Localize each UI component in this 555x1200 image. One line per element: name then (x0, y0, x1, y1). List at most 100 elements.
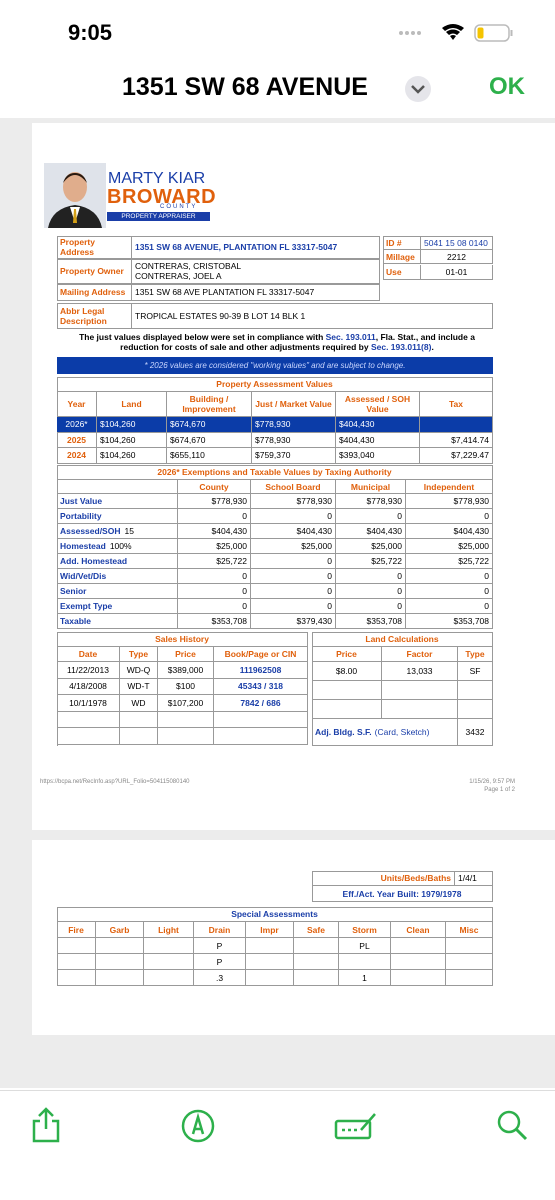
table-cell: $389,000 (158, 662, 214, 679)
table-cell: 0 (251, 509, 336, 524)
table-cell (312, 700, 382, 719)
table-cell: $104,260 (97, 432, 167, 448)
table-cell (312, 681, 382, 700)
table-cell: 0 (178, 509, 251, 524)
field-label: Millage (383, 250, 421, 264)
footer-date: 1/15/26, 9:57 PM (469, 779, 515, 785)
bottom-toolbar (0, 1090, 555, 1200)
logo-name: MARTY KIAR (108, 170, 206, 187)
field-value: CONTRERAS, CRISTOBAL CONTRERAS, JOEL A (132, 259, 380, 284)
table-frame (57, 236, 380, 259)
table-cell: 0 (336, 599, 406, 614)
field-label: Units/Beds/Baths (312, 871, 455, 886)
table-cell (391, 938, 446, 954)
field-label: Property Owner (57, 259, 132, 284)
table-cell: PL (339, 938, 391, 954)
row-label: Exempt Type (57, 599, 178, 614)
table-cell: Book/Page or CIN (214, 647, 308, 662)
table-cell: Price (158, 647, 214, 662)
row-label: Assessed/SOH 15 (57, 524, 178, 539)
row-label: Homestead 100% (57, 539, 178, 554)
table-cell (144, 970, 194, 986)
table-cell: $7,229.47 (420, 448, 493, 464)
table-cell: Type (120, 647, 158, 662)
table-cell: $25,722 (406, 554, 493, 569)
table-cell: P (194, 938, 246, 954)
share-button[interactable] (28, 1105, 64, 1145)
table-cell: $25,000 (406, 539, 493, 554)
table-frame (57, 632, 308, 746)
table-cell: 13,033 (382, 662, 458, 681)
table-cell: 0 (406, 584, 493, 599)
table-cell: County (178, 480, 251, 494)
search-button[interactable] (495, 1108, 531, 1144)
card-sketch-links[interactable]: (Card, Sketch) (374, 727, 430, 737)
table-cell (57, 938, 96, 954)
table-cell (294, 938, 339, 954)
signature-button[interactable] (333, 1108, 379, 1144)
table-cell: $778,930 (406, 494, 493, 509)
table-cell: Misc (446, 922, 493, 938)
table-cell: $778,930 (252, 417, 336, 433)
table-cell: 0 (406, 599, 493, 614)
footer-page: Page 1 of 2 (484, 787, 515, 793)
table-cell (446, 938, 493, 954)
table-cell (96, 954, 144, 970)
table-cell: 0 (178, 599, 251, 614)
table-cell: 7842 / 686 (214, 695, 308, 712)
table-cell (144, 938, 194, 954)
title-menu[interactable] (404, 75, 432, 103)
field-label: Mailing Address (57, 284, 132, 301)
table-cell: Fire (57, 922, 96, 938)
statute-link[interactable]: Sec. 193.011 (325, 332, 376, 342)
field-label: ID # (383, 236, 421, 250)
table-cell (96, 938, 144, 954)
table-cell: $353,708 (336, 614, 406, 629)
year-built: Eff./Act. Year Built: 1979/1978 (312, 886, 493, 902)
table-title: Special Assessments (57, 907, 493, 922)
table-cell: $353,708 (406, 614, 493, 629)
table-cell: 0 (251, 554, 336, 569)
row-label: Taxable (57, 614, 178, 629)
ok-button[interactable]: OK (489, 73, 525, 100)
markup-button[interactable] (180, 1108, 216, 1144)
statute-link[interactable]: Sec. 193.011(8) (370, 342, 432, 352)
field-value: 1/4/1 (455, 871, 493, 886)
notice: The just values displayed below were set… (72, 332, 482, 352)
field-value: 2212 (421, 250, 493, 264)
table-cell: 0 (406, 509, 493, 524)
table-cell: Tax (420, 392, 493, 417)
table-cell: .3 (194, 970, 246, 986)
table-cell: 0 (336, 509, 406, 524)
table-title: 2026* Exemptions and Taxable Values by T… (57, 465, 493, 480)
table-cell: Garb (96, 922, 144, 938)
table-cell (246, 970, 294, 986)
table-cell: $404,430 (336, 417, 420, 433)
logo-county-sub: COUNTY (160, 204, 198, 210)
table-cell: 0 (178, 569, 251, 584)
table-cell: School Board (251, 480, 336, 494)
notice-text: . (431, 342, 434, 352)
adj-label: Adj. Bldg. S.F. (Card, Sketch) (312, 719, 458, 746)
table-cell: $25,722 (336, 554, 406, 569)
table-cell: 0 (251, 599, 336, 614)
table-cell: Light (144, 922, 194, 938)
table-cell (339, 954, 391, 970)
table-frame (383, 236, 493, 280)
row-label: Senior (57, 584, 178, 599)
table-cell: $393,040 (336, 448, 420, 464)
table-cell: 2025 (57, 432, 97, 448)
table-cell: SF (458, 662, 493, 681)
table-cell: $404,430 (336, 524, 406, 539)
table-cell: $100 (158, 678, 214, 695)
table-cell: 11/22/2013 (57, 662, 120, 679)
table-cell: P (194, 954, 246, 970)
table-cell (294, 970, 339, 986)
logo-office: PROPERTY APPRAISER (107, 212, 210, 221)
table-cell (214, 711, 308, 728)
row-label: Add. Homestead (57, 554, 178, 569)
table-cell: WD-Q (120, 662, 158, 679)
table-title: Land Calculations (312, 632, 493, 647)
table-cell: Clean (391, 922, 446, 938)
table-cell: $404,430 (251, 524, 336, 539)
